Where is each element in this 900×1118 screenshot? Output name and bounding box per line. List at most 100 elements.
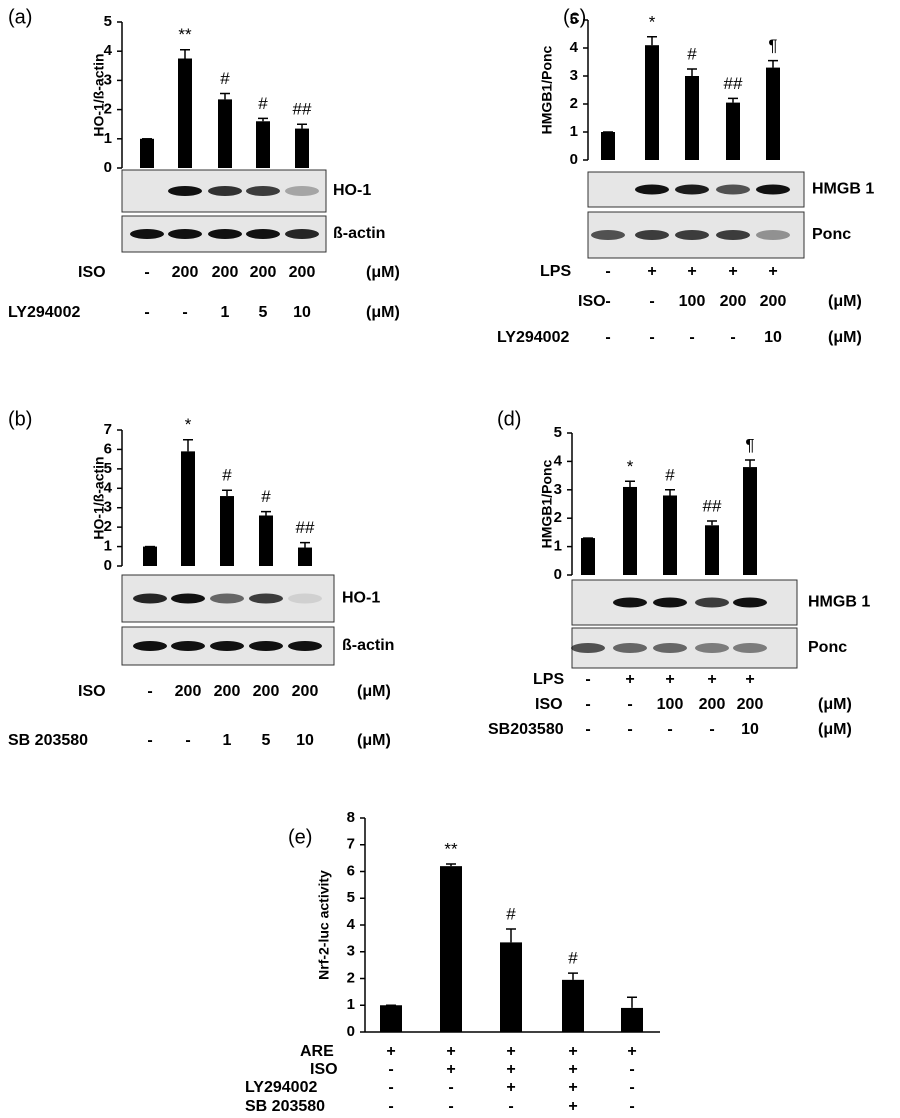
y-tick-label: 6 [347, 862, 355, 879]
treatment-value: 1 [221, 304, 230, 321]
error-bar [647, 36, 657, 46]
treatment-unit: (μM) [357, 732, 391, 749]
blot-label: HMGB 1 [808, 594, 870, 611]
treatment-value: + [768, 263, 777, 280]
blot-label: HO-1 [333, 182, 371, 199]
y-tick-label: 5 [554, 424, 562, 441]
bar [440, 866, 462, 1032]
error-bar [220, 92, 230, 100]
bar [766, 67, 780, 160]
error-bar [745, 459, 755, 468]
blot-band [756, 184, 790, 195]
significance-label: # [687, 44, 697, 63]
error-bar [768, 59, 778, 68]
bar [645, 45, 659, 161]
error-bar [446, 863, 456, 867]
treatment-value: + [745, 671, 754, 688]
treatment-value: 200 [172, 264, 199, 281]
blot-band [208, 229, 242, 239]
error-bar [261, 510, 271, 516]
treatment-label: ARE [300, 1043, 334, 1060]
blot-band [695, 643, 729, 653]
error-bar [506, 928, 516, 943]
blot-label: ß-actin [333, 225, 385, 242]
y-tick-label: 3 [347, 943, 355, 960]
treatment-value: - [627, 721, 632, 738]
error-bar [300, 541, 310, 548]
panel-label: (a) [8, 6, 32, 28]
y-tick-label: 5 [104, 13, 112, 30]
treatment-unit: (μM) [366, 304, 400, 321]
blot-band [288, 593, 322, 604]
significance-label: ## [703, 497, 722, 516]
treatment-value: 200 [760, 293, 787, 310]
treatment-label: ISO [535, 696, 563, 713]
y-tick-label: 1 [554, 538, 562, 555]
error-bar [183, 438, 193, 452]
treatment-value: - [144, 304, 149, 321]
treatment-value: + [665, 671, 674, 688]
bar [685, 76, 699, 160]
error-bar [665, 489, 675, 496]
bar [623, 486, 637, 575]
blot-band [716, 230, 750, 240]
error-bar [258, 117, 268, 122]
blot-band [613, 597, 647, 608]
treatment-value: - [629, 1079, 634, 1096]
y-tick-label: 1 [104, 130, 112, 147]
y-tick-label: 1 [104, 538, 112, 555]
blot-label: ß-actin [342, 637, 394, 654]
panel-label: (b) [8, 408, 32, 430]
treatment-value: 200 [737, 696, 764, 713]
treatment-value: + [625, 671, 634, 688]
y-tick-label: 0 [554, 566, 562, 583]
treatment-value: + [728, 263, 737, 280]
treatment-value: - [508, 1098, 513, 1115]
blot-label: HO-1 [342, 590, 380, 607]
treatment-value: + [506, 1079, 515, 1096]
treatment-value: + [707, 671, 716, 688]
blot-band [285, 186, 319, 196]
treatment-value: 10 [764, 329, 782, 346]
blot-band [613, 643, 647, 653]
bar [743, 467, 757, 575]
blot-band [635, 184, 669, 195]
y-tick-label: 0 [347, 1023, 355, 1040]
treatment-value: + [506, 1061, 515, 1078]
treatment-value: - [585, 696, 590, 713]
treatment-value: 100 [679, 293, 706, 310]
y-tick-label: 8 [347, 809, 355, 826]
treatment-value: 10 [293, 304, 311, 321]
bar [259, 515, 273, 566]
bar [663, 495, 677, 575]
significance-label: ** [178, 25, 192, 44]
error-bar [707, 520, 717, 526]
treatment-value: + [506, 1043, 515, 1060]
y-tick-label: 3 [554, 481, 562, 498]
treatment-value: + [568, 1098, 577, 1115]
significance-label: # [261, 487, 271, 506]
treatment-value: - [629, 1061, 634, 1078]
y-axis-label: Nrf-2-luc activity [316, 870, 332, 980]
blot-band [208, 186, 242, 196]
y-tick-label: 2 [347, 969, 355, 986]
significance-label: * [627, 457, 634, 476]
treatment-value: + [446, 1043, 455, 1060]
bar [298, 547, 312, 566]
blot-band [675, 230, 709, 240]
y-tick-label: 6 [104, 440, 112, 457]
treatment-unit: (μM) [357, 683, 391, 700]
treatment-value: - [689, 329, 694, 346]
y-tick-label: 4 [104, 479, 113, 496]
bar [218, 99, 232, 168]
treatment-value: 200 [289, 264, 316, 281]
significance-label: ** [444, 839, 458, 858]
bar [380, 1005, 402, 1032]
significance-label: ¶ [768, 36, 777, 55]
treatment-value: - [147, 732, 152, 749]
error-bar [625, 480, 635, 487]
treatment-value: 200 [699, 696, 726, 713]
blot-band [210, 593, 244, 604]
treatment-value: 1 [223, 732, 232, 749]
treatment-value: 200 [250, 264, 277, 281]
